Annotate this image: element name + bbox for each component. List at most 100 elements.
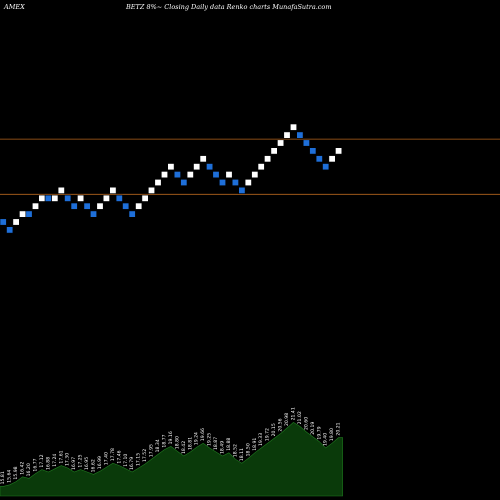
- volume-area: [0, 422, 343, 497]
- volume-label: 17.10: [123, 454, 129, 467]
- exchange-label: AMEX: [4, 3, 25, 11]
- volume-label: 19.24: [194, 432, 200, 445]
- volume-label: 18.42: [181, 441, 187, 454]
- renko-brick-down: [83, 202, 91, 210]
- volume-label: 17.52: [142, 449, 148, 462]
- renko-brick-down: [0, 218, 7, 226]
- renko-brick-up: [31, 202, 39, 210]
- renko-brick-down: [231, 179, 239, 187]
- volume-label: 15.81: [0, 471, 6, 484]
- renko-brick-up: [193, 163, 201, 171]
- renko-brick-down: [302, 139, 310, 147]
- renko-brick-up: [141, 194, 149, 202]
- renko-brick-up: [277, 139, 285, 147]
- volume-label: 16.79: [129, 457, 135, 470]
- renko-brick-up: [257, 163, 265, 171]
- volume-labels: 15.81 15.64 15.98 16.42 16.20 16.77 17.12 16.88…: [0, 407, 341, 484]
- renko-brick-up: [154, 179, 162, 187]
- volume-label: 18.52: [232, 444, 238, 457]
- volume-label: 19.25: [207, 433, 213, 446]
- renko-brick-down: [322, 163, 330, 171]
- volume-label: 17.15: [136, 453, 142, 466]
- renko-brick-up: [135, 202, 143, 210]
- renko-brick-down: [173, 171, 181, 179]
- volume-label: 16.77: [33, 458, 39, 471]
- volume-label: 17.61: [58, 450, 64, 463]
- renko-brick-up: [270, 147, 278, 155]
- volume-label: 20.15: [271, 423, 277, 436]
- volume-label: 19.72: [265, 428, 271, 441]
- volume-label: 18.81: [187, 437, 193, 450]
- volume-label: 19.40: [323, 433, 329, 446]
- volume-label: 15.98: [13, 466, 19, 479]
- renko-bricks: [0, 123, 343, 234]
- renko-brick-up: [12, 218, 20, 226]
- renko-brick-up: [328, 155, 336, 163]
- renko-brick-up: [57, 186, 65, 194]
- volume-label: 19.66: [200, 428, 206, 441]
- renko-brick-down: [128, 210, 136, 218]
- volume-label: 16.20: [26, 463, 32, 476]
- renko-brick-up: [251, 171, 259, 179]
- volume-label: 16.97: [71, 457, 77, 470]
- volume-label: 20.56: [278, 418, 284, 431]
- renko-brick-down: [212, 171, 220, 179]
- renko-brick-up: [38, 194, 46, 202]
- volume-label: 18.77: [161, 434, 167, 447]
- renko-brick-down: [6, 226, 14, 234]
- volume-label: 18.80: [174, 436, 180, 449]
- volume-label: 17.78: [110, 448, 116, 461]
- volume-label: 20.98: [284, 413, 290, 426]
- renko-brick-up: [244, 179, 252, 187]
- renko-brick-up: [51, 194, 59, 202]
- volume-label: 20.19: [310, 422, 316, 435]
- renko-brick-up: [19, 210, 27, 218]
- renko-brick-down: [44, 194, 52, 202]
- volume-label: 16.99: [97, 456, 103, 469]
- volume-label: 16.42: [20, 462, 26, 475]
- volume-label: 19.79: [316, 426, 322, 439]
- renko-brick-down: [64, 194, 72, 202]
- renko-brick-down: [238, 186, 246, 194]
- renko-brick-up: [335, 147, 343, 155]
- volume-label: 18.88: [226, 438, 232, 451]
- volume-label: 19.16: [168, 431, 174, 444]
- chart-title: BETZ 8%~ Closing Daily data Renko charts…: [126, 3, 332, 11]
- renko-brick-down: [122, 202, 130, 210]
- renko-brick-up: [77, 194, 85, 202]
- renko-brick-down: [180, 179, 188, 187]
- renko-brick-up: [102, 194, 110, 202]
- volume-label: 17.40: [103, 452, 109, 465]
- renko-brick-up: [225, 171, 233, 179]
- volume-label: 21.02: [297, 411, 303, 424]
- volume-label: 20.21: [336, 422, 342, 435]
- volume-label: 19.80: [329, 428, 335, 441]
- volume-label: 16.88: [45, 457, 51, 470]
- volume-label: 18.87: [213, 437, 219, 450]
- renko-brick-down: [70, 202, 78, 210]
- renko-brick-down: [25, 210, 33, 218]
- volume-label: 20.60: [303, 417, 309, 430]
- renko-brick-up: [96, 202, 104, 210]
- renko-brick-up: [289, 123, 297, 131]
- volume-label: 16.62: [91, 459, 97, 472]
- volume-label: 18.11: [239, 448, 245, 461]
- volume-label: 16.95: [84, 457, 90, 470]
- renko-brick-up: [264, 155, 272, 163]
- volume-label: 15.64: [7, 470, 13, 483]
- renko-brick-up: [199, 155, 207, 163]
- renko-brick-down: [309, 147, 317, 155]
- renko-brick-down: [115, 194, 123, 202]
- renko-brick-down: [90, 210, 98, 218]
- volume-label: 17.12: [39, 454, 45, 467]
- volume-label: 17.46: [116, 450, 122, 463]
- volume-label: 17.25: [78, 454, 84, 467]
- volume-label: 17.24: [52, 454, 58, 467]
- renko-brick-up: [161, 171, 169, 179]
- renko-brick-up: [186, 171, 194, 179]
- volume-label: 19.33: [258, 433, 264, 446]
- volume-label: 18.34: [155, 439, 161, 452]
- renko-brick-up: [283, 131, 291, 139]
